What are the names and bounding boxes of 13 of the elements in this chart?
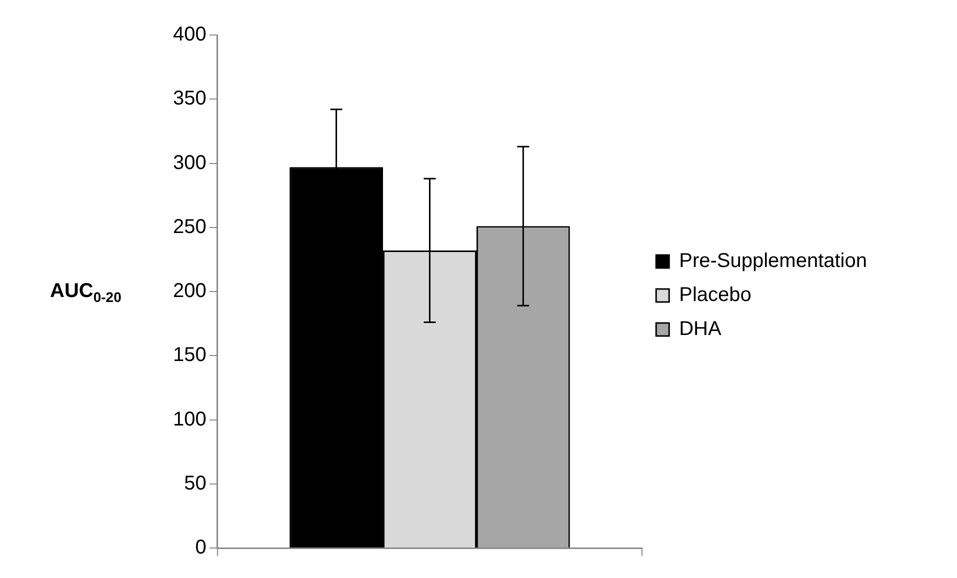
y-tick-label: 400 (172, 24, 206, 46)
legend-label: DHA (679, 318, 722, 340)
y-tick-label: 300 (172, 152, 206, 174)
y-tick-label: 150 (172, 344, 206, 366)
legend-label: Pre-Supplementation (679, 250, 867, 272)
y-tick-label: 350 (172, 88, 206, 110)
y-axis-title: AUC$_{0-20}$ (50, 280, 122, 305)
legend-label: Placebo (679, 284, 752, 306)
y-tick-label: 200 (172, 280, 206, 302)
y-tick-label: 50 (184, 472, 206, 494)
y-tick-label: 250 (172, 216, 206, 238)
y-tick-label: 100 (172, 408, 206, 430)
y-tick-label: 0 (195, 536, 206, 559)
